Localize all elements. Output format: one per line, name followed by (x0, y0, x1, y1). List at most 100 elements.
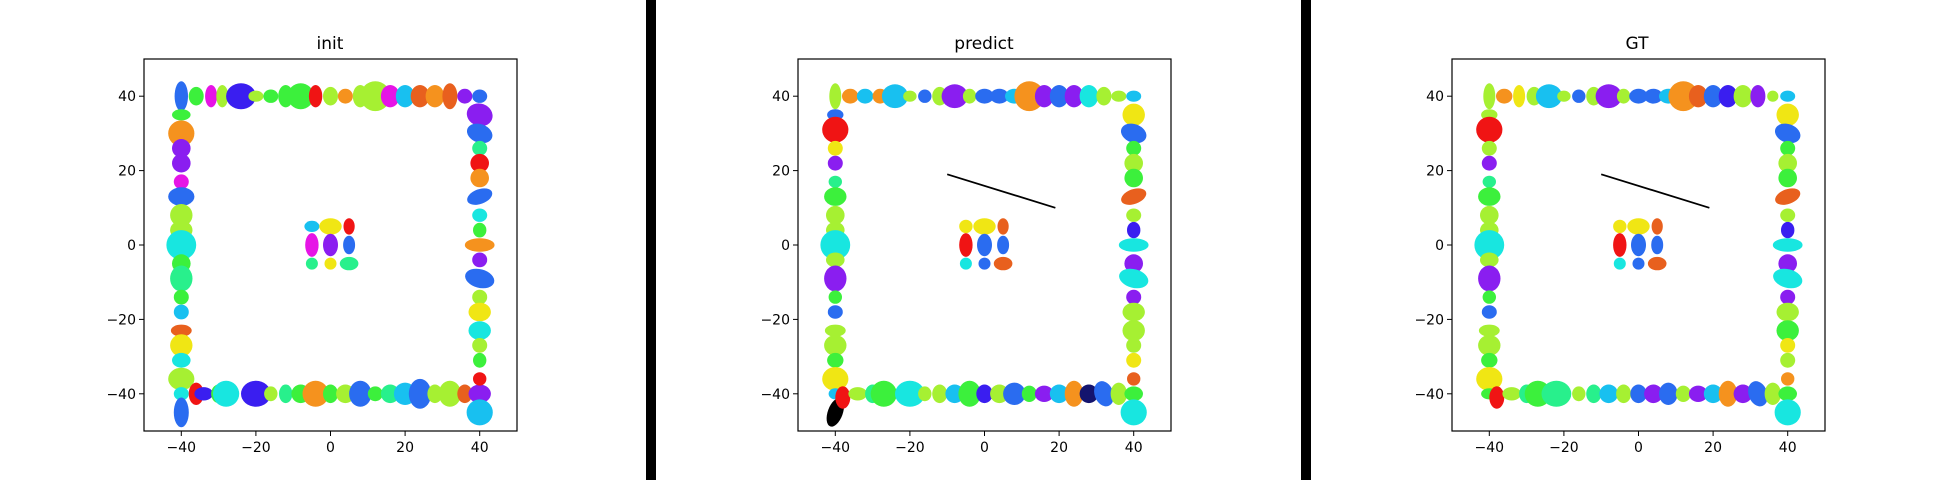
landmark-ellipse (1629, 88, 1648, 104)
landmark-ellipse (1476, 116, 1503, 143)
landmark-ellipse (1599, 384, 1618, 404)
y-tick-label: 40 (1426, 89, 1444, 105)
landmark-ellipse (343, 218, 355, 235)
landmark-ellipse (1049, 85, 1069, 108)
landmark-ellipse (410, 85, 430, 108)
landmark-ellipse (1733, 85, 1753, 108)
landmark-ellipse (820, 230, 851, 260)
landmark-ellipse (216, 85, 229, 108)
landmark-ellipse (1121, 188, 1147, 205)
landmark-ellipse (990, 384, 1009, 404)
panel-title: init (317, 34, 344, 54)
landmark-ellipse (870, 380, 897, 407)
landmark-ellipse (1647, 256, 1667, 271)
landmark-ellipse (1774, 399, 1801, 426)
landmark-ellipse (205, 85, 218, 108)
landmark-ellipse (172, 139, 191, 158)
landmark-ellipse (302, 380, 329, 407)
landmark-ellipse (1064, 380, 1084, 407)
landmark-ellipse (337, 88, 353, 104)
landmark-ellipse (1481, 305, 1497, 319)
landmark-ellipse (958, 380, 981, 407)
landmark-ellipse (1651, 235, 1664, 255)
landmark-ellipse (1481, 352, 1498, 368)
landmark-ellipse (1476, 367, 1503, 391)
landmark-ellipse (918, 89, 932, 103)
landmark-ellipse (1557, 90, 1571, 102)
y-tick-label: 40 (772, 89, 790, 105)
landmark-ellipse (1748, 381, 1768, 407)
landmark-ellipse (1120, 399, 1147, 426)
landmark-ellipse (1780, 352, 1796, 368)
landmark-ellipse (1718, 85, 1738, 108)
landmark-ellipse (1126, 338, 1142, 353)
landmark-ellipse (1778, 386, 1797, 402)
x-tick-label: 40 (1125, 440, 1143, 456)
landmark-ellipse (1733, 384, 1753, 404)
landmark-ellipse (932, 384, 948, 404)
landmark-ellipse (168, 187, 195, 206)
landmark-ellipse (1651, 218, 1663, 235)
landmark-ellipse (172, 153, 191, 173)
landmark-ellipse (1124, 168, 1143, 188)
landmark-ellipse (472, 89, 488, 103)
x-tick-label: −40 (167, 440, 197, 456)
landmark-ellipse (1780, 208, 1796, 222)
landmark-ellipse (827, 305, 843, 319)
landmark-ellipse (826, 252, 845, 268)
landmark-ellipse (1034, 85, 1054, 108)
x-tick-label: 20 (396, 440, 414, 456)
x-tick-label: 20 (1704, 440, 1722, 456)
trajectory-line (946, 173, 1056, 209)
y-tick-label: −40 (106, 387, 136, 403)
landmark-ellipse (1780, 338, 1796, 353)
landmark-ellipse (1122, 103, 1145, 127)
landmark-ellipse (1079, 384, 1099, 404)
landmark-ellipse (1120, 123, 1147, 144)
landmark-ellipse (1481, 140, 1497, 156)
landmark-ellipse (226, 83, 256, 110)
landmark-ellipse (848, 387, 867, 401)
landmark-ellipse (380, 85, 400, 108)
landmark-ellipse (824, 187, 847, 206)
landmark-ellipse (308, 85, 323, 108)
landmark-ellipse (1122, 302, 1145, 322)
landmark-ellipse (1126, 140, 1142, 156)
landmark-ellipse (1127, 372, 1141, 386)
landmark-ellipse (827, 140, 843, 156)
landmark-ellipse (166, 230, 197, 260)
landmark-ellipse (881, 84, 909, 109)
landmark-ellipse (1764, 382, 1782, 405)
landmark-ellipse (1780, 90, 1796, 102)
landmark-ellipse (1703, 85, 1723, 108)
landmark-ellipse (895, 380, 925, 407)
landmark-ellipse (472, 140, 488, 156)
landmark-ellipse (835, 386, 851, 409)
landmark-ellipse (1014, 81, 1045, 112)
plot-marks (820, 81, 1149, 427)
landmark-ellipse (1478, 187, 1501, 206)
landmark-ellipse (305, 233, 319, 257)
landmark-ellipse (168, 367, 195, 391)
y-tick-label: −20 (1414, 312, 1444, 328)
landmark-ellipse (828, 290, 842, 304)
landmark-ellipse (1124, 153, 1143, 173)
landmark-ellipse (903, 90, 917, 102)
landmark-ellipse (1776, 320, 1799, 341)
landmark-ellipse (978, 257, 991, 270)
landmark-ellipse (1003, 382, 1026, 405)
landmark-ellipse (1750, 85, 1766, 108)
landmark-ellipse (824, 335, 847, 356)
landmark-ellipse (173, 387, 189, 401)
landmark-ellipse (468, 321, 491, 340)
landmark-ellipse (1774, 123, 1801, 144)
landmark-ellipse (997, 218, 1009, 235)
landmark-ellipse (1616, 88, 1631, 104)
landmark-ellipse (319, 218, 342, 235)
panel-init: init −40 −20 0 20 40 40 20 0 −20 −40 (106, 34, 518, 456)
plot-marks (166, 81, 495, 428)
landmark-ellipse (468, 302, 491, 322)
landmark-ellipse (1776, 103, 1799, 127)
landmark-ellipse (1126, 90, 1142, 102)
